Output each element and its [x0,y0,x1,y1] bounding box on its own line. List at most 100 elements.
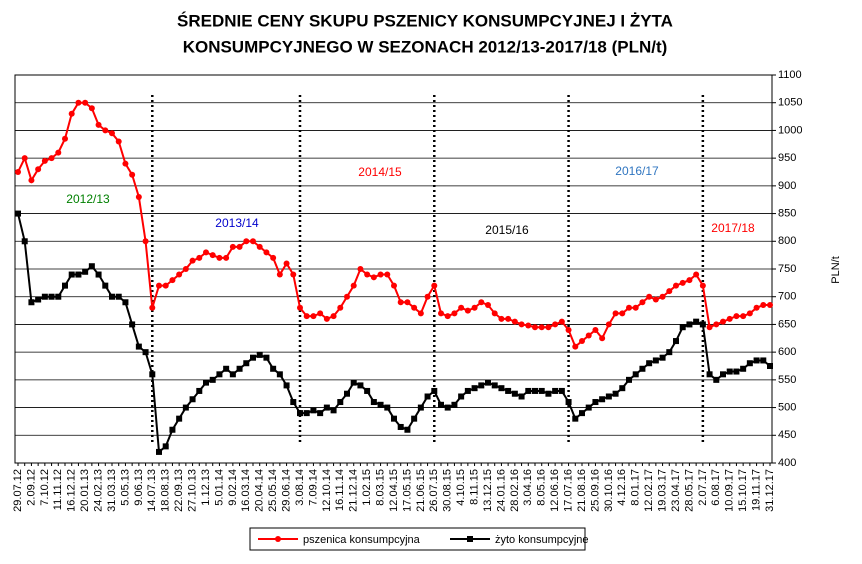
data-point [102,127,109,134]
data-point [485,302,491,309]
data-point [491,310,498,317]
data-point [169,426,176,433]
x-tick-label: 1.12.13 [200,469,212,506]
y-tick-label: 1050 [778,97,802,109]
data-point [592,399,599,406]
season-label: 2017/18 [711,221,755,235]
data-point [223,254,230,261]
data-point [619,310,626,317]
data-point [599,396,606,403]
data-point [330,313,337,320]
y-tick-label: 500 [778,401,796,413]
data-point [209,376,216,383]
data-point [511,318,518,325]
data-point [357,266,364,272]
data-point [162,443,169,450]
data-point [95,271,102,278]
data-point [538,387,545,394]
data-point [377,401,384,408]
data-point [579,338,585,345]
data-point [142,238,149,245]
data-point [753,304,760,311]
data-point [330,407,337,414]
y-tick-label: 950 [778,152,796,164]
data-point [223,365,230,372]
data-point [431,282,438,289]
x-tick-label: 16.12.12 [66,469,78,512]
data-point [350,379,357,386]
data-point [176,415,183,422]
y-tick-label: 850 [778,207,796,219]
data-point [337,399,344,406]
data-point [525,322,532,329]
data-point [458,393,465,400]
data-point [639,299,646,306]
data-point [646,293,653,300]
data-point [203,379,209,386]
data-point [726,368,733,375]
x-tick-label: 24.02.13 [92,469,104,512]
data-point [760,302,767,309]
data-point [673,282,679,289]
data-point [303,313,310,320]
season-label: 2013/14 [215,216,259,230]
data-point [599,335,606,342]
x-tick-label: 8.01.17 [630,469,642,506]
data-point [538,324,545,331]
data-point [532,387,538,394]
data-point [626,376,632,383]
data-point [760,357,767,364]
x-tick-label: 23.04.17 [670,469,682,512]
y-tick-label: 750 [778,263,796,275]
x-tick-label: 3.08.14 [294,469,306,506]
legend-marker [467,536,473,542]
x-tick-label: 13.12.15 [482,469,494,512]
data-point [256,351,263,358]
data-point [169,277,176,284]
y-tick-label: 550 [778,374,796,386]
x-tick-label: 8.11.15 [468,469,480,505]
x-tick-label: 12.10.14 [321,469,333,512]
x-tick-label: 12.06.16 [549,469,561,512]
data-point [129,171,136,178]
data-point [243,238,250,245]
x-tick-label: 24.01.16 [495,469,507,512]
data-point [532,324,538,331]
data-point [693,271,700,278]
x-tick-label: 21.12.14 [348,469,360,512]
data-point [236,365,243,372]
data-point [444,404,451,411]
x-tick-label: 16.11.14 [334,469,346,511]
x-tick-label: 5.05.13 [119,469,131,506]
y-axis-label: PLN/t [830,256,842,284]
x-tick-label: 4.10.15 [455,469,467,506]
data-point [135,193,142,200]
data-point [404,426,411,433]
data-point [686,277,693,284]
x-tick-label: 16.03.14 [240,469,252,512]
data-point [68,110,75,117]
data-point [585,404,592,411]
data-point [15,210,21,217]
data-point [21,155,28,162]
data-point [203,249,209,256]
data-point [673,338,679,345]
data-point [498,385,505,392]
data-point [545,390,552,397]
y-tick-label: 1000 [778,124,802,136]
x-tick-label: 17.05.15 [401,469,413,512]
data-point [464,387,471,394]
legend-label: żyto konsumpcyjne [495,534,589,546]
legend-marker [275,536,281,542]
x-tick-label: 31.03.13 [106,469,118,512]
x-tick-label: 20.01.13 [79,469,91,512]
data-point [746,310,753,317]
data-point [417,404,424,411]
data-point [297,304,303,311]
data-point [370,274,377,281]
data-point [592,326,599,333]
data-point [303,410,310,417]
data-point [270,365,277,372]
data-point [558,387,565,394]
season-label: 2016/17 [615,164,659,178]
